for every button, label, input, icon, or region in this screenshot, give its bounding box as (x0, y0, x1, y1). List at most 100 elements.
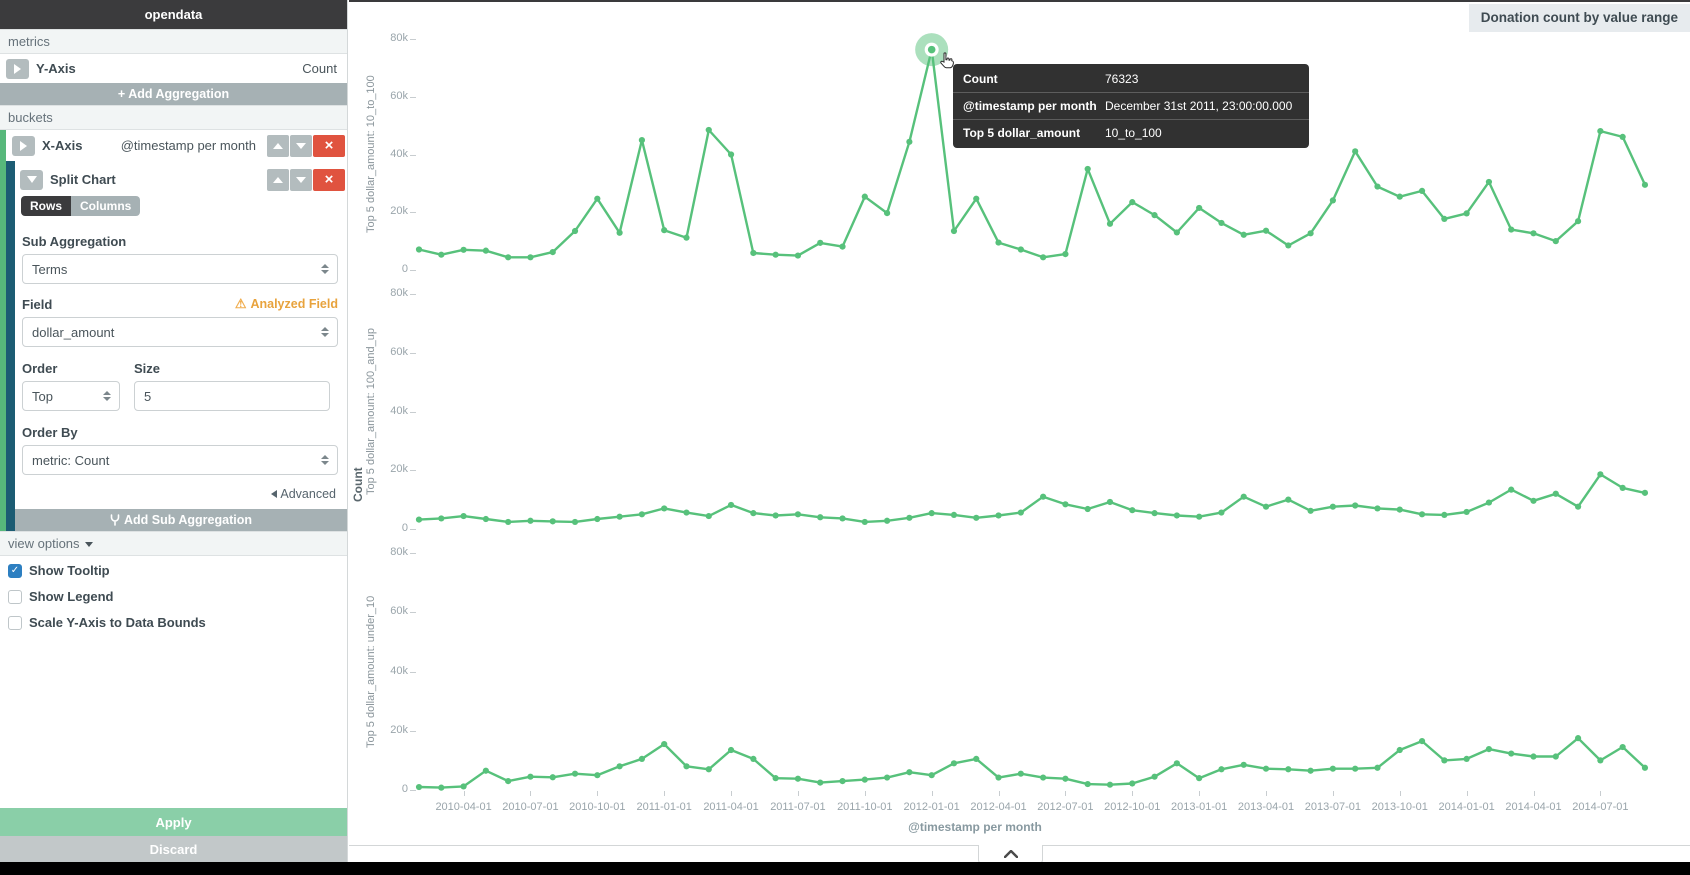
data-point[interactable] (973, 195, 980, 202)
data-point[interactable] (661, 740, 668, 748)
data-point[interactable] (839, 778, 846, 785)
data-point[interactable] (1106, 781, 1114, 788)
data-point[interactable] (1641, 764, 1649, 771)
data-point[interactable] (995, 512, 1002, 519)
data-point[interactable] (727, 501, 735, 509)
show-tooltip-checkbox[interactable]: ✓ (8, 563, 22, 578)
data-point[interactable] (906, 514, 913, 521)
data-point[interactable] (1619, 743, 1626, 751)
data-point[interactable] (1129, 780, 1136, 787)
data-point[interactable] (415, 783, 423, 791)
data-point[interactable] (1508, 750, 1515, 757)
data-point[interactable] (1418, 187, 1426, 194)
data-point[interactable] (661, 227, 668, 234)
data-point[interactable] (727, 151, 735, 158)
data-point[interactable] (705, 766, 712, 773)
data-point[interactable] (995, 774, 1002, 781)
data-point[interactable] (1307, 767, 1314, 774)
line-chart-10_to_100[interactable] (415, 33, 1649, 270)
data-point[interactable] (1240, 761, 1247, 768)
data-point[interactable] (1485, 499, 1493, 506)
move-up-button[interactable] (267, 134, 289, 157)
data-point[interactable] (1106, 220, 1114, 227)
data-point[interactable] (1196, 204, 1203, 212)
data-point[interactable] (460, 512, 467, 520)
data-point[interactable] (549, 518, 556, 525)
data-point[interactable] (549, 248, 556, 256)
data-point[interactable] (1485, 178, 1493, 186)
data-point[interactable] (1307, 507, 1314, 514)
size-input[interactable] (134, 381, 330, 411)
data-point[interactable] (861, 193, 868, 200)
data-point[interactable] (482, 515, 489, 523)
data-point[interactable] (1084, 780, 1091, 788)
order-by-select[interactable]: metric: Count (22, 445, 338, 475)
data-point[interactable] (1619, 133, 1626, 140)
sub-aggregation-select[interactable]: Terms (22, 254, 338, 284)
data-point[interactable] (1106, 498, 1114, 506)
data-point[interactable] (1218, 219, 1225, 227)
data-point[interactable] (772, 512, 779, 519)
data-point[interactable] (638, 511, 645, 518)
add-sub-aggregation-button[interactable]: Add Sub Aggregation (15, 509, 347, 531)
data-point[interactable] (1374, 183, 1381, 190)
expand-x-axis-button[interactable] (12, 135, 35, 156)
data-point[interactable] (1597, 757, 1604, 764)
data-point[interactable] (460, 246, 467, 253)
data-point[interactable] (906, 138, 913, 145)
data-point[interactable] (527, 773, 534, 780)
data-point[interactable] (438, 251, 445, 258)
data-point[interactable] (1485, 746, 1493, 753)
data-point[interactable] (705, 126, 712, 134)
data-point[interactable] (1441, 511, 1448, 518)
data-point[interactable] (616, 513, 623, 520)
show-legend-checkbox[interactable] (8, 589, 22, 604)
data-point[interactable] (1040, 254, 1047, 261)
remove-bucket-button[interactable]: × (313, 134, 345, 157)
data-point[interactable] (817, 239, 824, 246)
data-point[interactable] (839, 243, 846, 250)
data-point[interactable] (1574, 503, 1582, 510)
data-point[interactable] (571, 518, 579, 526)
data-point[interactable] (727, 746, 735, 754)
data-point[interactable] (772, 251, 779, 258)
data-point[interactable] (683, 763, 690, 770)
add-aggregation-button[interactable]: + Add Aggregation (0, 83, 347, 105)
data-point[interactable] (1396, 746, 1403, 754)
data-point[interactable] (616, 763, 623, 770)
data-point[interactable] (1285, 766, 1292, 773)
data-point[interactable] (750, 249, 757, 257)
line-chart-100_and_up[interactable] (415, 294, 1649, 529)
data-point[interactable] (928, 772, 935, 779)
data-point[interactable] (1574, 218, 1582, 225)
data-point[interactable] (1017, 246, 1024, 253)
data-point[interactable] (1196, 513, 1203, 520)
move-down-button[interactable] (290, 168, 312, 191)
data-point[interactable] (527, 254, 534, 261)
data-point[interactable] (505, 778, 512, 785)
data-point[interactable] (1508, 486, 1515, 493)
data-point[interactable] (1062, 775, 1069, 782)
data-point[interactable] (1396, 506, 1403, 513)
x-axis-agg-row[interactable]: X-Axis @timestamp per month × (6, 130, 347, 161)
data-point[interactable] (1040, 774, 1047, 781)
data-point[interactable] (906, 769, 913, 776)
data-point[interactable] (594, 515, 601, 523)
data-point[interactable] (638, 136, 645, 144)
data-point[interactable] (1262, 503, 1270, 510)
data-point[interactable] (861, 776, 868, 783)
data-point[interactable] (1552, 490, 1559, 497)
data-point[interactable] (1329, 197, 1336, 204)
data-point[interactable] (1240, 493, 1247, 500)
data-point[interactable] (571, 770, 579, 777)
columns-toggle-option[interactable]: Columns (71, 196, 141, 216)
highlighted-data-point[interactable] (927, 45, 936, 54)
data-point[interactable] (839, 515, 846, 522)
data-point[interactable] (1463, 755, 1470, 762)
data-point[interactable] (950, 511, 958, 518)
data-point[interactable] (1374, 764, 1381, 771)
data-point[interactable] (861, 518, 868, 526)
data-point[interactable] (460, 783, 467, 790)
data-point[interactable] (1552, 238, 1559, 245)
data-point[interactable] (482, 767, 489, 774)
